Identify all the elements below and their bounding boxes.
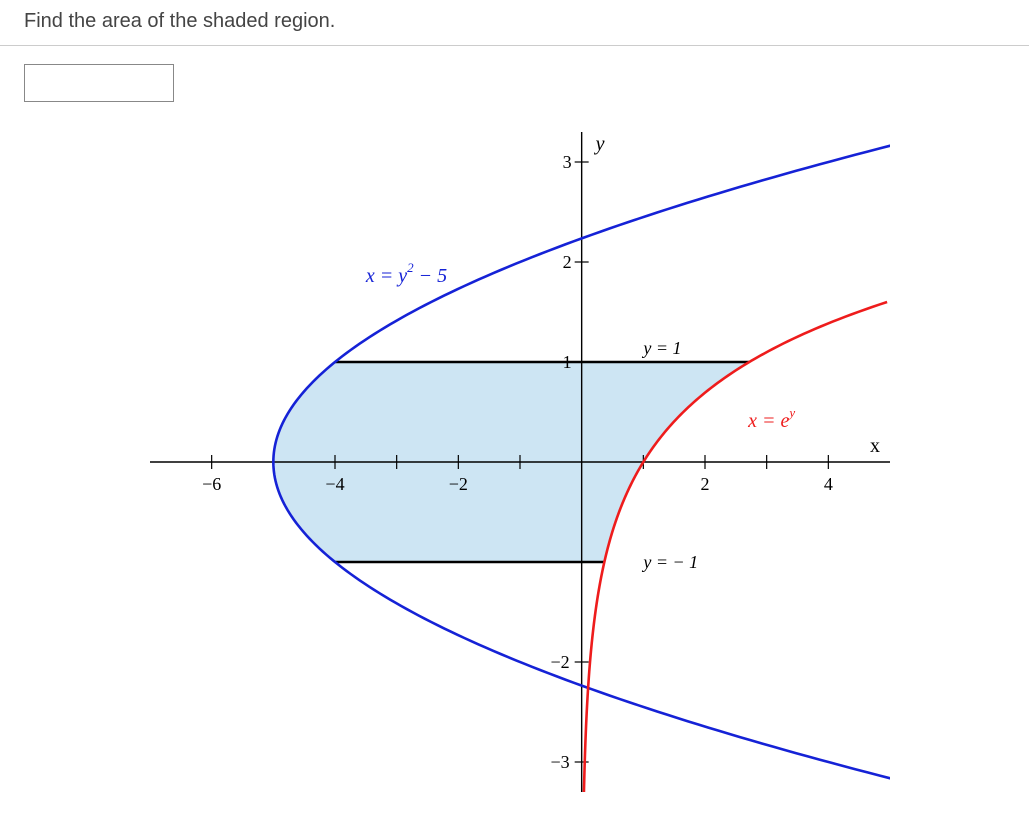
- y-tick-label: 2: [563, 252, 572, 272]
- y-axis-label: y: [594, 133, 605, 155]
- separator-rule: [0, 45, 1029, 46]
- y-tick-label: 3: [563, 152, 572, 172]
- x-tick-label: −2: [449, 474, 468, 494]
- parabola-label: x = y2 − 5: [365, 260, 447, 287]
- x-tick-label: 2: [701, 474, 710, 494]
- bound-label: y = 1: [641, 338, 681, 358]
- exp-label: x = ey: [747, 405, 795, 432]
- question-text: Find the area of the shaded region.: [0, 0, 1029, 33]
- bound-label: y = − 1: [641, 552, 698, 572]
- x-axis-label: x: [870, 435, 880, 457]
- y-tick-label: 1: [563, 352, 572, 372]
- x-tick-label: −4: [325, 474, 344, 494]
- chart-svg: −6 −4 −2 2 4 −3 −2 1 2 3 x y x = y2 − 5 x = ey y = 1 y …: [150, 132, 890, 792]
- y-tick-label: −2: [551, 652, 570, 672]
- x-tick-label: −6: [202, 474, 221, 494]
- answer-input[interactable]: [24, 64, 174, 102]
- y-tick-label: −3: [551, 752, 570, 772]
- chart-region: −6 −4 −2 2 4 −3 −2 1 2 3 x y x = y2 − 5 x = ey y = 1 y …: [150, 132, 890, 792]
- x-tick-label: 4: [824, 474, 833, 494]
